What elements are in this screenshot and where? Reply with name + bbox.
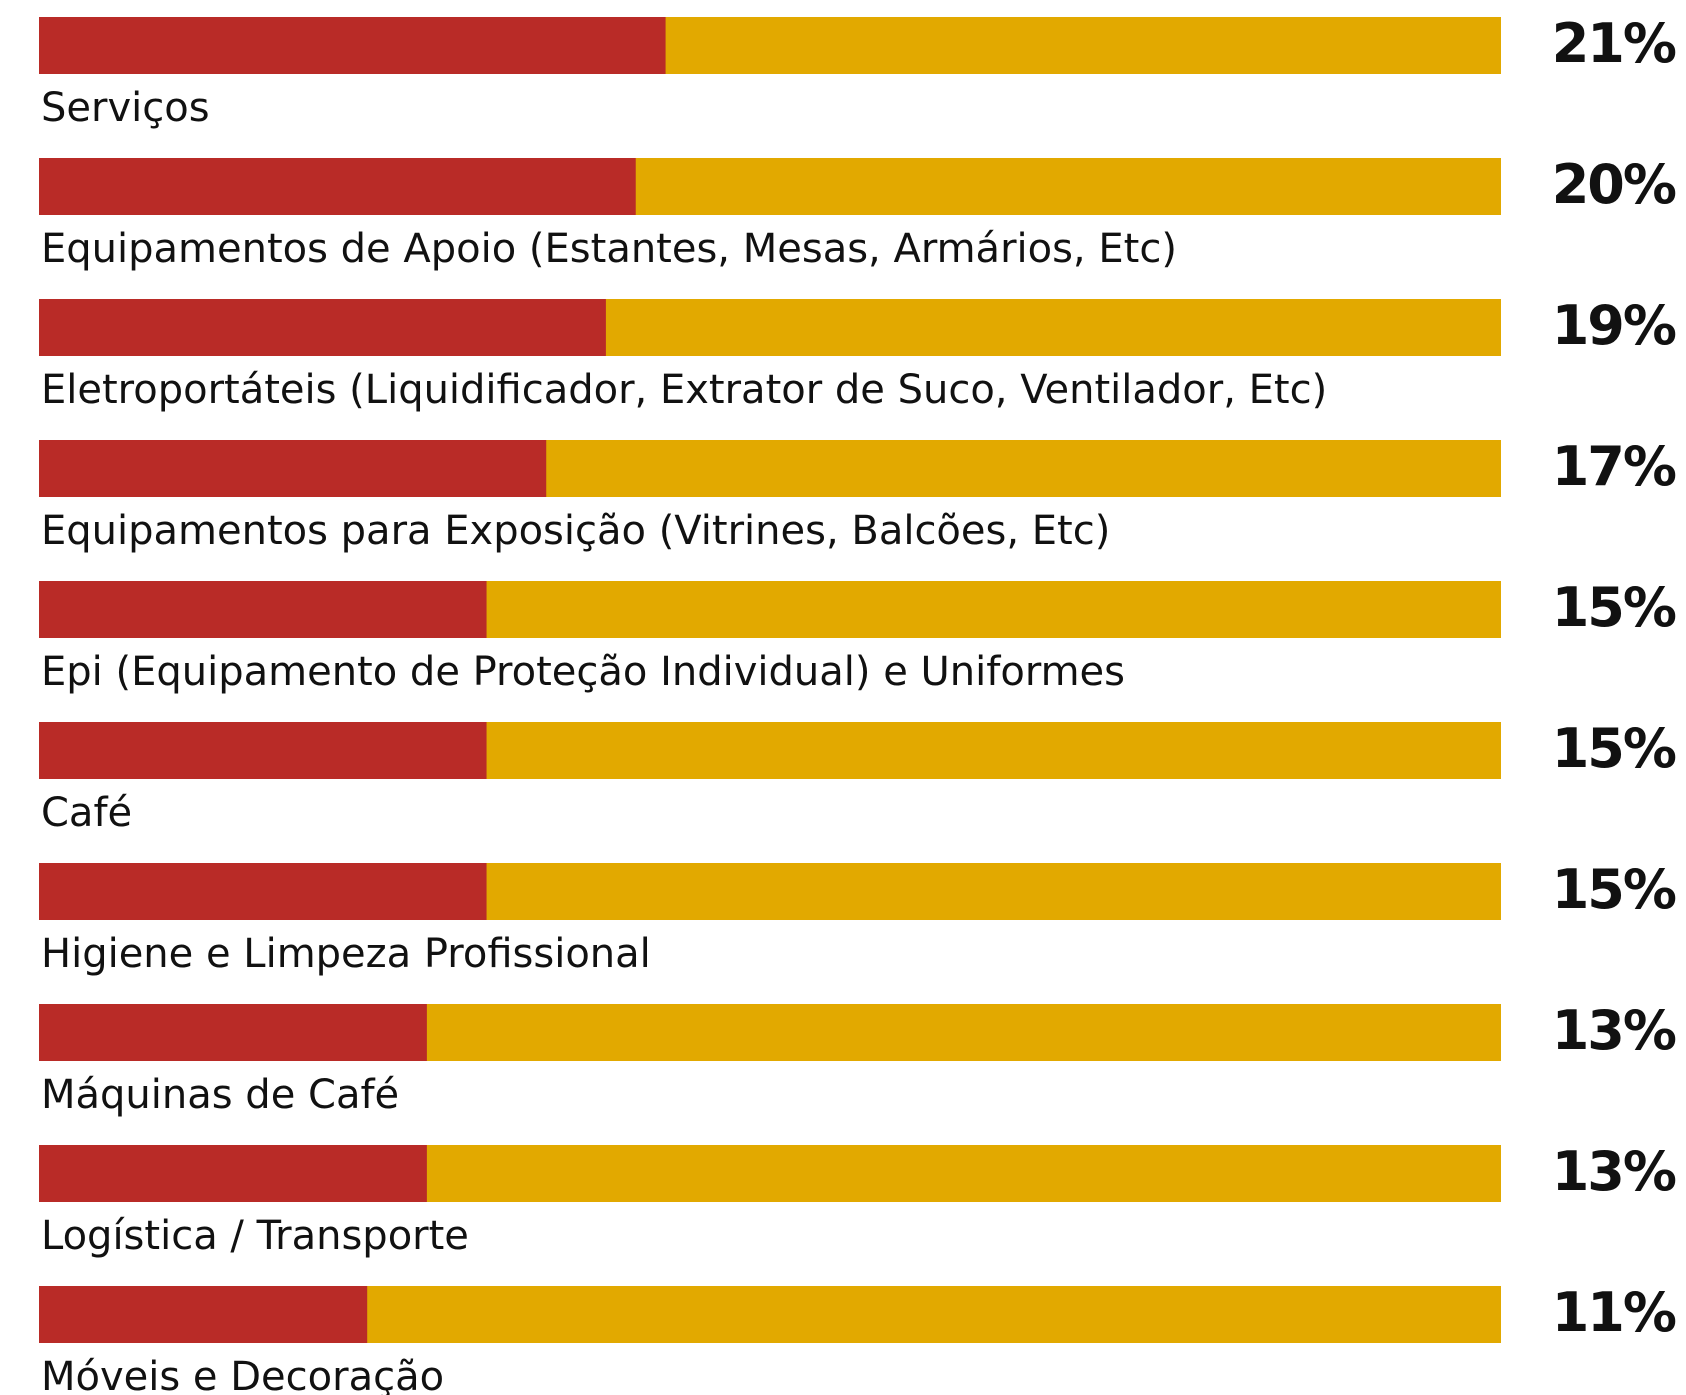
category-label: Serviços [41, 85, 210, 131]
value-label: 15% [1552, 717, 1676, 780]
category-label: Equipamentos de Apoio (Estantes, Mesas, … [41, 226, 1177, 272]
category-label: Móveis e Decoração [41, 1354, 444, 1395]
bar [39, 722, 487, 779]
category-label: Logística / Transporte [41, 1213, 469, 1259]
bar [39, 581, 487, 638]
bar [39, 440, 547, 497]
value-label: 11% [1552, 1281, 1676, 1344]
category-label: Epi (Equipamento de Proteção Individual)… [41, 649, 1125, 695]
category-label: Café [41, 790, 132, 836]
value-label: 15% [1552, 576, 1676, 639]
value-label: 13% [1552, 999, 1676, 1062]
bar [39, 17, 666, 74]
value-label: 21% [1552, 12, 1676, 75]
bar [39, 1004, 427, 1061]
bar [39, 1286, 368, 1343]
value-label: 13% [1552, 1140, 1676, 1203]
category-label: Máquinas de Café [41, 1072, 399, 1118]
value-label: 15% [1552, 858, 1676, 921]
bar [39, 158, 636, 215]
category-label: Eletroportáteis (Liquidificador, Extrato… [41, 367, 1327, 413]
bar [39, 1145, 427, 1202]
category-label: Higiene e Limpeza Profissional [41, 931, 651, 977]
category-label: Equipamentos para Exposição (Vitrines, B… [41, 508, 1110, 554]
value-label: 19% [1552, 294, 1676, 357]
value-label: 20% [1552, 153, 1676, 216]
bar [39, 299, 606, 356]
value-label: 17% [1552, 435, 1676, 498]
bar [39, 863, 487, 920]
